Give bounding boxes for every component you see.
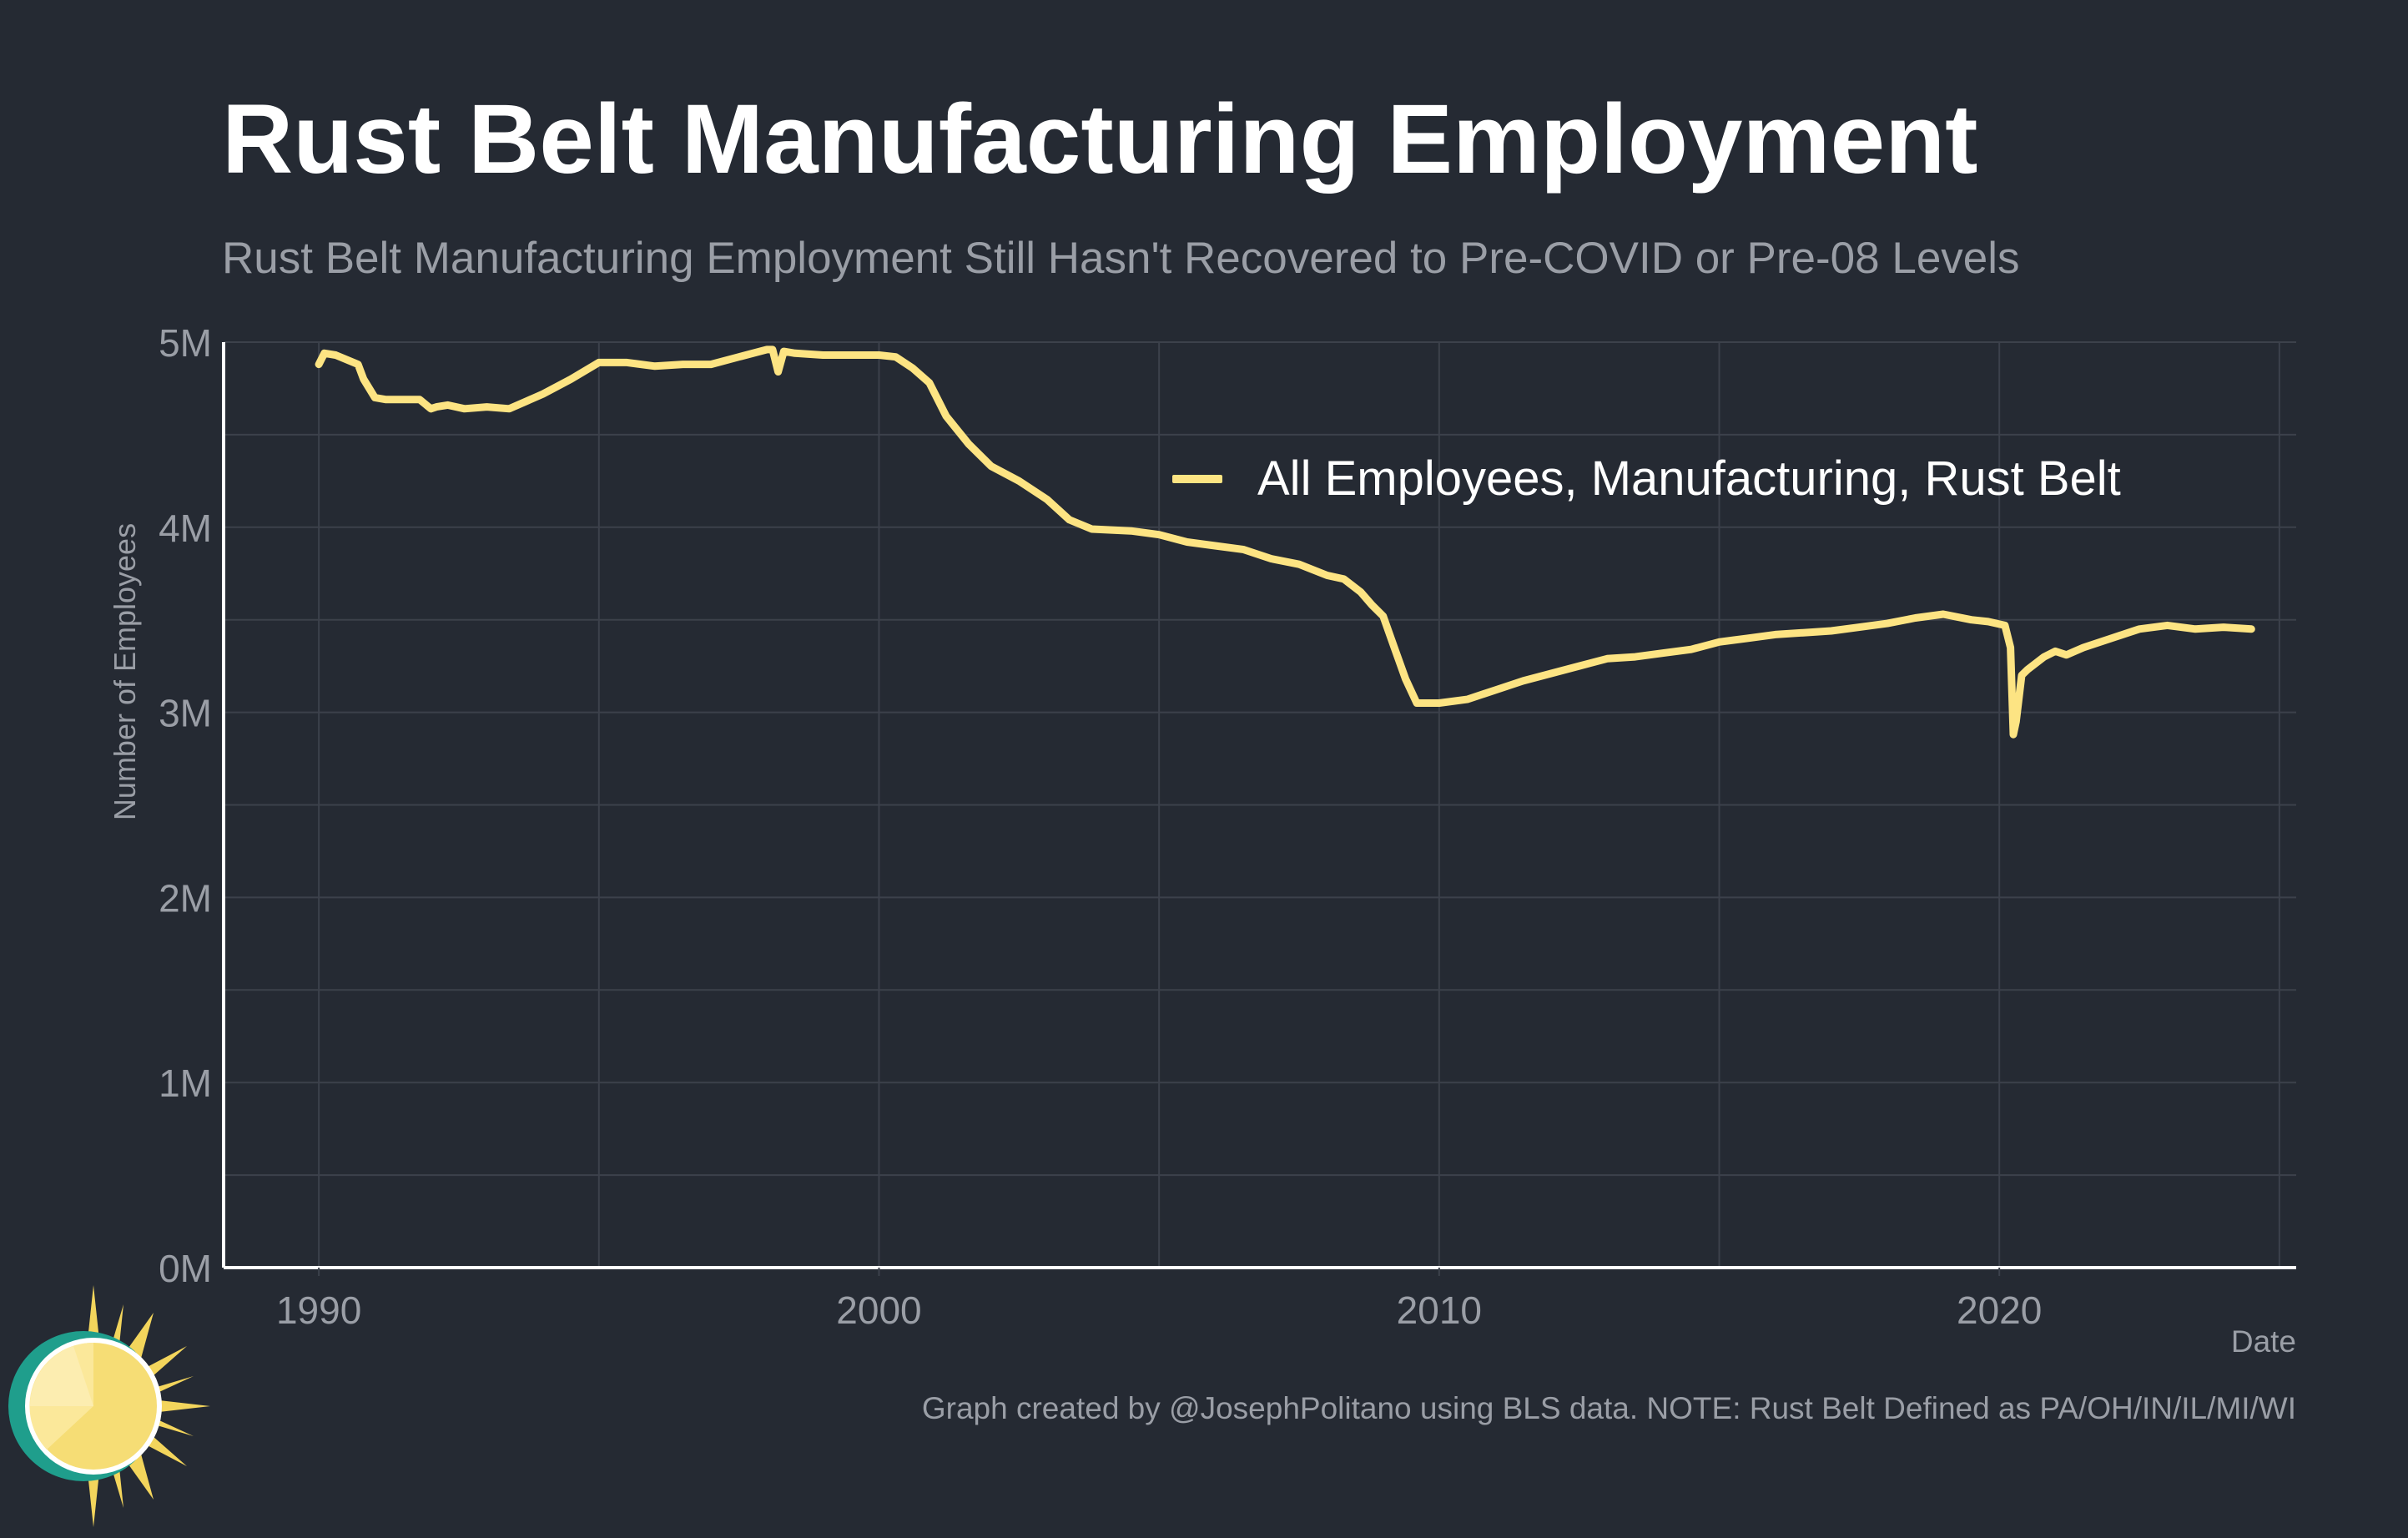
sun-logo-icon: [8, 1285, 210, 1527]
y-tick-label: 2M: [159, 876, 212, 920]
series: [315, 345, 2255, 739]
chart-subtitle: Rust Belt Manufacturing Employment Still…: [222, 234, 2020, 283]
grid-lines: [224, 341, 2296, 1268]
legend: All Employees, Manufacturing, Rust Belt: [1172, 451, 2121, 507]
y-axis-label: Number of Employees: [108, 522, 142, 821]
legend-label: All Employees, Manufacturing, Rust Belt: [1257, 451, 2121, 506]
y-tick-label: 0M: [159, 1247, 212, 1290]
x-tick-label: 2010: [1397, 1288, 1482, 1332]
y-tick-label: 3M: [159, 692, 212, 735]
tick-labels: 1990 2000 2010 2020 0M 1M 2M 3M 4M 5M: [159, 321, 2042, 1332]
y-tick-label: 4M: [159, 507, 212, 550]
legend-swatch: [1172, 474, 1222, 483]
series-line: [315, 345, 2255, 739]
x-tick-label: 1990: [276, 1288, 361, 1332]
x-tick-label: 2020: [1957, 1288, 2042, 1332]
y-tick-label: 5M: [159, 321, 212, 365]
caption: Graph created by @JosephPolitano using B…: [921, 1391, 2296, 1425]
y-tick-label: 1M: [159, 1061, 212, 1105]
axes: [222, 342, 2296, 1276]
x-axis-label: Date: [2230, 1324, 2296, 1359]
chart-title: Rust Belt Manufacturing Employment: [222, 84, 1978, 194]
x-tick-label: 2000: [836, 1288, 921, 1332]
